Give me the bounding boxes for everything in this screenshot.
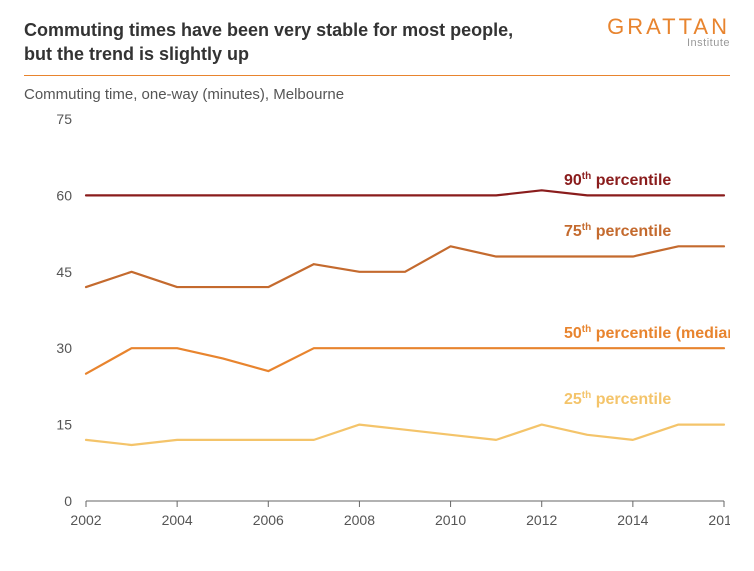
y-tick-label: 60: [56, 187, 72, 203]
x-tick-label: 2006: [253, 512, 284, 528]
line-chart: 0 15 30 45 60 75 2002 2004 2006 2008 2010 2012 2014 2…: [24, 109, 730, 539]
logo: GRATTAN Institute: [607, 16, 730, 49]
y-tick-label: 45: [56, 263, 72, 279]
series-label-p50: 50th percentile (median): [564, 324, 730, 342]
series-p25: [86, 424, 724, 444]
series-p75: [86, 246, 724, 287]
x-tick-label: 2010: [435, 512, 466, 528]
series-label-p75: 75th percentile: [564, 222, 671, 240]
logo-main: GRATTAN: [607, 16, 730, 38]
y-tick-label: 15: [56, 416, 72, 432]
x-tick-label: 2016: [708, 512, 730, 528]
chart-container: Commuting times have been very stable fo…: [0, 0, 754, 571]
series-p50: [86, 348, 724, 373]
series-label-p25: 25th percentile: [564, 390, 671, 408]
header: Commuting times have been very stable fo…: [24, 18, 730, 73]
y-tick-label: 30: [56, 340, 72, 356]
x-tick-label: 2014: [617, 512, 648, 528]
chart-title: Commuting times have been very stable fo…: [24, 18, 524, 67]
y-tick-label: 0: [64, 493, 72, 509]
x-tick-label: 2004: [162, 512, 193, 528]
header-rule: [24, 75, 730, 76]
chart-subtitle: Commuting time, one-way (minutes), Melbo…: [24, 86, 730, 103]
x-tick-label: 2002: [70, 512, 101, 528]
x-tick-label: 2012: [526, 512, 557, 528]
y-tick-label: 75: [56, 111, 72, 127]
series-label-p90: 90th percentile: [564, 171, 671, 189]
chart-area: 0 15 30 45 60 75 2002 2004 2006 2008 2010 2012 2014 2…: [24, 109, 730, 539]
series-p90: [86, 190, 724, 195]
x-tick-label: 2008: [344, 512, 375, 528]
